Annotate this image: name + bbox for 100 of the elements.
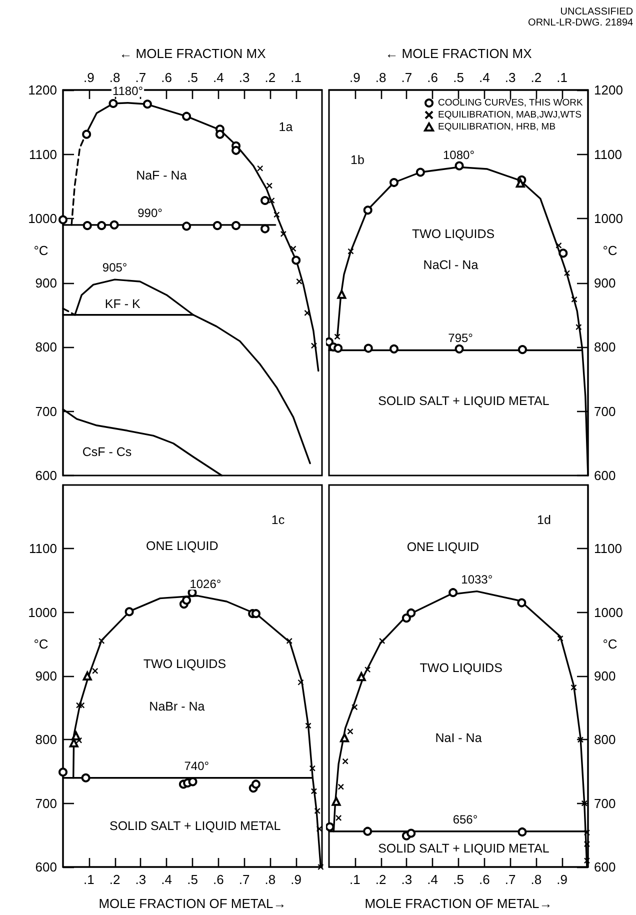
y-tick-label: 600 [594,468,616,483]
x-tick-label: .1 [290,70,302,85]
x-tick-label: .7 [238,872,250,887]
annotation: 1180° [112,84,144,98]
x-tick-label: .6 [478,872,490,887]
x-tick-label: .2 [375,872,386,887]
y-tick-label: 1100 [594,146,622,162]
y-tick-label: 1000 [28,604,57,620]
y-tick-label: 1200 [28,82,57,98]
annotation: 1080° [443,148,475,162]
x-tick-label: .1 [83,872,94,887]
y-tick-label: 900 [35,668,57,684]
y-tick-label: 1200 [594,82,623,98]
x-tick-label: .4 [161,872,172,887]
annotation: 990° [138,206,163,220]
x-tick-label: .4 [427,872,438,887]
x-tick-label: .1 [349,872,360,887]
annotation: ONE LIQUID [406,540,480,554]
y-tick-label: 700 [594,404,616,419]
annotation: 1026° [190,576,222,591]
y-tick-label: 600 [35,860,57,874]
annotation: 1b [350,153,364,168]
legend-label: EQUILIBRATION, HRB, MB [438,122,556,132]
x-tick-label: .2 [264,70,276,85]
x-tick-label: .9 [290,872,302,887]
y-tick-label: 900 [594,275,616,290]
annotation: 905° [102,260,128,275]
y-tick-label: 1100 [594,541,622,556]
x-tick-label: .8 [109,70,120,85]
annotation: SOLID SALT + LIQUID METAL [378,842,550,856]
text: ORNL-LR-DWG. 21894 [528,18,634,29]
y-axis-title: °C [34,636,48,652]
y-tick-label: 600 [594,860,616,874]
x-tick-label: .3 [504,70,516,85]
annotation: NaF - Na [136,168,187,183]
x-tick-label: .4 [212,70,224,85]
x-tick-label: .6 [427,70,438,85]
x-tick-label: .8 [375,70,386,85]
x-tick-label: .9 [349,70,360,85]
y-axis-title: °C [34,243,48,258]
annotation: KF - K [104,296,141,311]
x-tick-label: .1 [556,70,568,85]
y-axis-title: °C [602,636,618,652]
x-tick-label: .8 [264,872,276,887]
y-tick-label: 600 [35,468,57,483]
x-tick-label: .5 [187,872,198,887]
annotation: 1033° [461,572,493,586]
x-tick-label: .5 [453,872,464,887]
x-axis-title: ← MOLE FRACTION MX [385,46,532,61]
y-tick-label: 800 [594,732,616,748]
legend-label: EQUILIBRATION, MAB,JWJ,WTS [438,110,582,120]
x-tick-label: .4 [478,70,490,85]
x-tick-label: .5 [187,70,198,85]
annotation: TWO LIQUIDS [143,656,226,671]
x-tick-label: .3 [238,70,250,85]
annotation: NaI - Na [435,730,482,745]
y-tick-label: 1100 [29,541,57,556]
annotation: ONE LIQUID [146,539,218,554]
y-tick-label: 800 [35,732,57,748]
x-tick-label: .6 [161,70,172,85]
x-axis-title: MOLE FRACTION OF METAL→ [364,896,552,911]
x-tick-label: .3 [135,872,146,887]
y-tick-label: 900 [594,668,616,684]
annotation: CsF - Cs [82,444,132,459]
y-tick-label: 900 [35,275,57,290]
legend-label: COOLING CURVES, THIS WORK [438,98,584,108]
y-tick-label: 700 [35,796,57,811]
annotation: 740° [184,758,210,773]
x-axis-title: MOLE FRACTION OF METAL→ [98,896,286,911]
y-tick-label: 1000 [594,604,623,620]
annotation: 656° [452,812,478,826]
y-tick-label: 700 [35,404,57,419]
annotation: NaBr - Na [149,700,205,714]
annotation: SOLID SALT + LIQUID METAL [109,819,281,834]
y-tick-label: 800 [594,340,616,354]
x-tick-label: .5 [453,70,464,85]
text: UNCLASSIFIED [560,6,634,18]
x-tick-label: .7 [504,872,516,887]
y-tick-label: 1100 [29,146,57,162]
x-axis-title: ← MOLE FRACTION MX [119,46,266,61]
y-tick-label: 800 [35,340,57,354]
x-tick-label: .8 [530,872,542,887]
y-tick-label: 700 [594,796,616,811]
x-tick-label: .7 [135,70,146,85]
annotation: NaCl - Na [423,258,478,272]
y-axis-title: °C [602,243,618,258]
y-tick-label: 1000 [594,211,623,226]
x-tick-label: .6 [212,872,224,887]
x-tick-label: .9 [556,872,568,887]
annotation: 795° [448,331,474,346]
annotation: TWO LIQUIDS [420,660,502,675]
y-tick-label: 1000 [28,211,57,226]
x-tick-label: .7 [401,70,412,85]
x-tick-label: .3 [401,872,412,887]
annotation: 1c [271,513,285,528]
x-tick-label: .2 [109,872,120,887]
annotation: 1d [537,513,551,528]
annotation: TWO LIQUIDS [412,226,495,241]
x-tick-label: .2 [530,70,542,85]
x-tick-label: .9 [83,70,94,85]
